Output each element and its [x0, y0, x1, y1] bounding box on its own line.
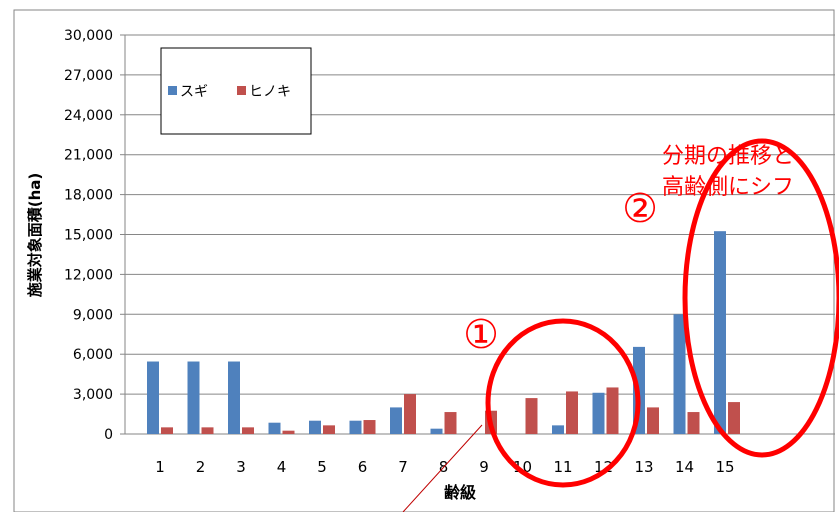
- x-tick-label: 11: [553, 458, 572, 476]
- bar-sugi: [268, 422, 281, 434]
- bar-sugi: [430, 428, 443, 434]
- bar-hinoki: [728, 402, 740, 434]
- legend-label-sugi: スギ: [180, 84, 208, 100]
- bar-hinoki: [566, 391, 578, 434]
- y-tick-labels: 0 3,000 6,000 9,000 12,000 15,000 18,000 21,000…: [64, 28, 113, 443]
- bar-hinoki: [444, 412, 457, 434]
- bar-sugi: [714, 231, 726, 434]
- x-tick-label: 4: [277, 458, 287, 476]
- x-tick-label: 14: [675, 458, 694, 476]
- x-tick-label: 7: [398, 458, 408, 476]
- legend-swatch-hinoki: [237, 86, 246, 95]
- callout-pointer-line: [402, 424, 483, 512]
- x-axis-label: 齢級: [444, 483, 476, 502]
- bars: [147, 231, 740, 434]
- x-tick-label: 5: [317, 458, 327, 476]
- bar-sugi: [552, 425, 564, 434]
- bar-sugi: [228, 361, 240, 434]
- legend-label-hinoki: ヒノキ: [249, 84, 291, 100]
- bar-hinoki: [606, 387, 619, 434]
- bar-hinoki: [363, 420, 376, 434]
- y-tick-label: 24,000: [64, 108, 113, 124]
- bar-sugi: [309, 420, 321, 434]
- y-tick-label: 12,000: [64, 267, 113, 283]
- x-tick-label: 2: [196, 458, 206, 476]
- annotation-marker-2: ②: [622, 186, 658, 232]
- x-tick-label: 3: [236, 458, 246, 476]
- annotation-text-line1: 分期の推移と: [662, 144, 794, 169]
- x-tick-label: 13: [634, 458, 653, 476]
- y-axis-label: 施業対象面積(ha): [26, 173, 44, 298]
- bar-hinoki: [323, 425, 335, 434]
- bar-hinoki: [282, 430, 295, 434]
- bar-sugi: [592, 392, 605, 434]
- y-tick-label: 30,000: [64, 28, 113, 44]
- x-tick-label: 15: [715, 458, 734, 476]
- bar-hinoki: [687, 412, 700, 434]
- bar-sugi: [673, 314, 686, 434]
- bar-hinoki: [242, 427, 254, 434]
- bar-hinoki: [404, 394, 416, 434]
- legend-box: [160, 47, 312, 135]
- x-tick-label: 9: [479, 458, 489, 476]
- x-tick-label: 1: [155, 458, 165, 476]
- bar-hinoki: [525, 398, 538, 434]
- bar-sugi: [187, 361, 200, 434]
- y-tick-label: 6,000: [73, 347, 113, 363]
- annotation-ellipse-2: [682, 138, 839, 458]
- y-tick-label: 21,000: [64, 148, 113, 164]
- y-tick-label: 15,000: [64, 228, 113, 244]
- bar-sugi: [147, 361, 159, 434]
- chart-frame: [13, 9, 835, 512]
- annotation-ellipse-1: [485, 318, 641, 488]
- bar-sugi: [390, 407, 402, 434]
- y-tick-label: 0: [104, 427, 113, 443]
- y-tick-label: 3,000: [73, 387, 113, 403]
- bar-hinoki: [161, 427, 173, 434]
- bar-hinoki: [647, 407, 659, 434]
- bar-hinoki: [201, 427, 214, 434]
- y-tick-label: 9,000: [73, 307, 113, 323]
- annotation-marker-1: ①: [463, 312, 499, 358]
- bar-sugi: [349, 420, 362, 434]
- annotation-text-line2: 高齢側にシフ: [662, 175, 794, 200]
- x-tick-labels: 123456789101112131415: [155, 458, 734, 476]
- legend-swatch-sugi: [168, 86, 177, 95]
- x-tick-label: 6: [358, 458, 368, 476]
- legend: スギ ヒノキ: [160, 47, 312, 135]
- annotations: ① ② 分期の推移と 高齢側にシフ: [402, 138, 839, 512]
- y-tick-label: 18,000: [64, 188, 113, 204]
- y-tick-label: 27,000: [64, 68, 113, 84]
